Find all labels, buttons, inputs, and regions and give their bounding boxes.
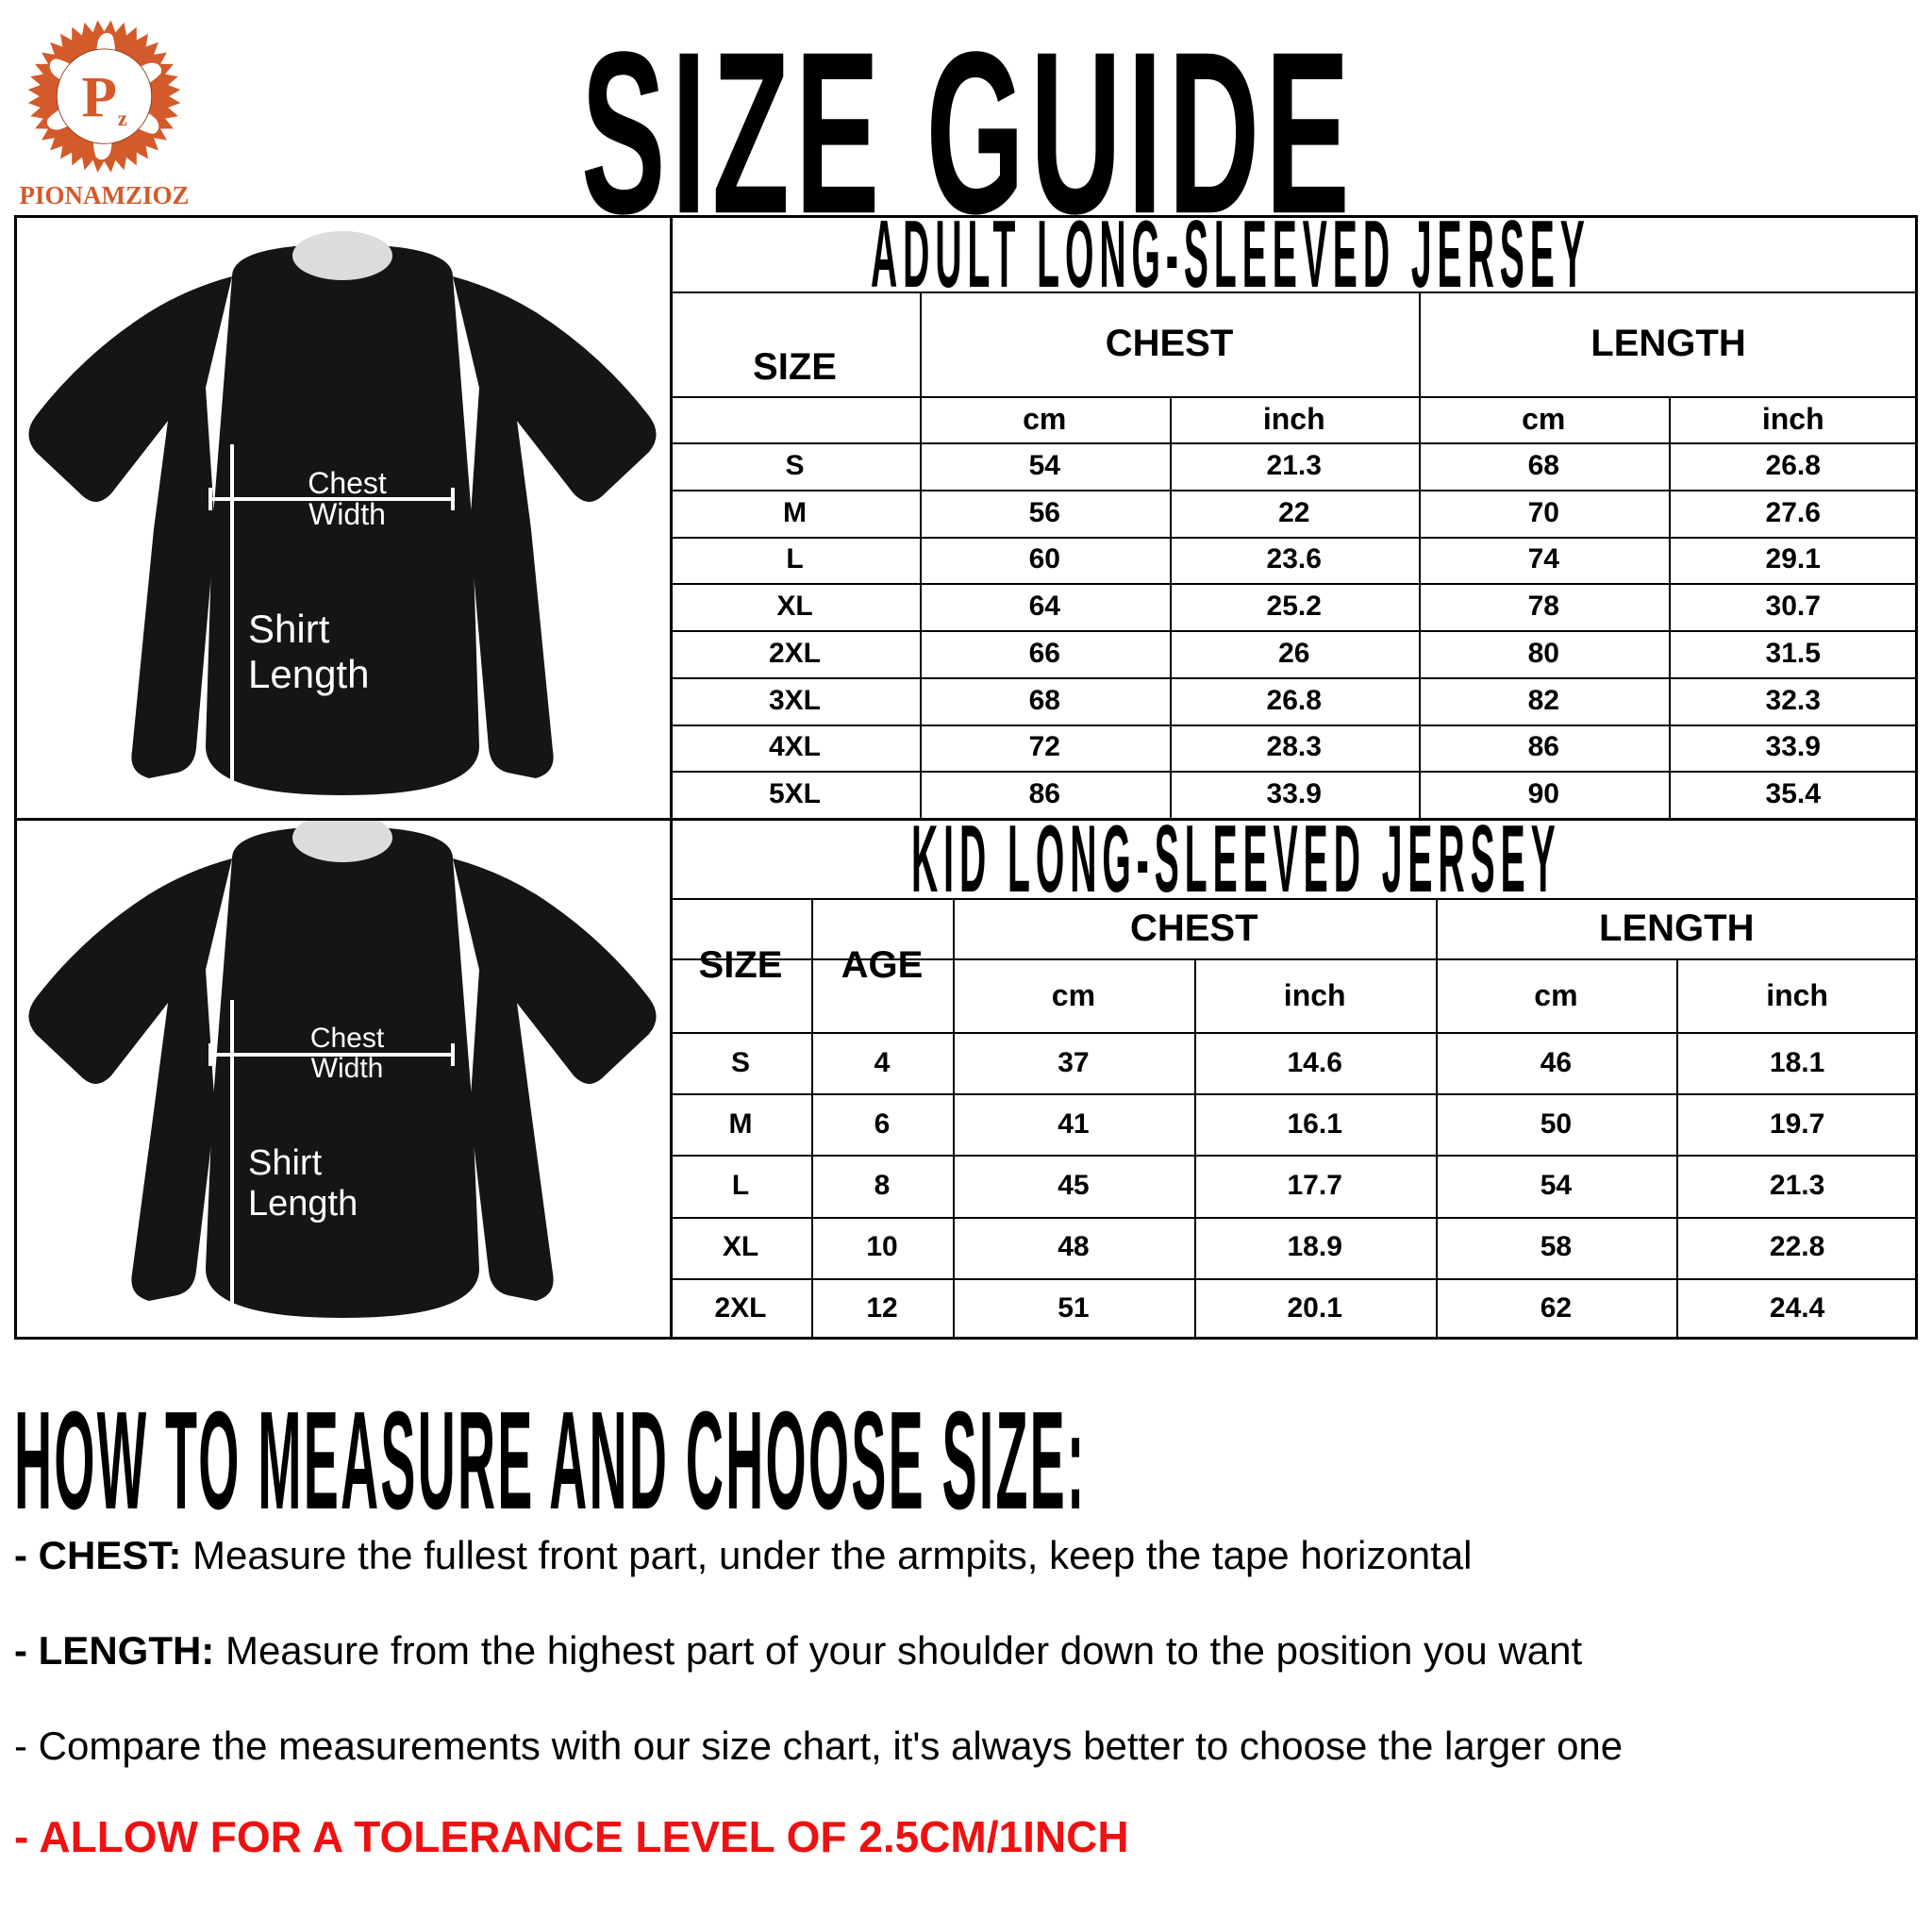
svg-text:Shirt: Shirt (248, 607, 330, 651)
svg-text:Chest: Chest (310, 1023, 385, 1054)
svg-text:Width: Width (311, 1053, 384, 1084)
svg-text:P: P (81, 65, 117, 129)
svg-text:Width: Width (308, 497, 386, 531)
svg-text:Chest: Chest (308, 466, 387, 500)
svg-text:z: z (118, 107, 127, 130)
svg-text:Length: Length (248, 652, 369, 696)
svg-text:Shirt: Shirt (248, 1143, 323, 1183)
svg-text:Length: Length (248, 1184, 358, 1224)
